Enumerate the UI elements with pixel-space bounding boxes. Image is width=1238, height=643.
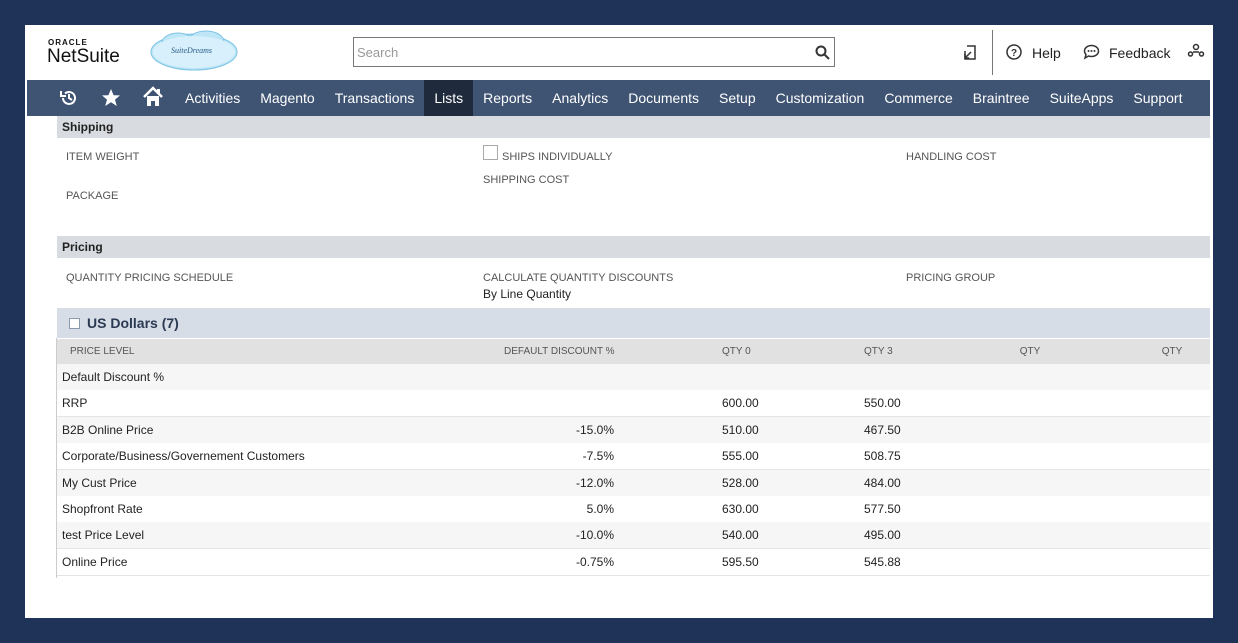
price-level: B2B Online Price <box>62 423 153 437</box>
column-header: QTY <box>980 346 1080 357</box>
discount: -12.0% <box>576 476 614 490</box>
field-label: ITEM WEIGHT <box>66 151 139 163</box>
nav-item[interactable]: SuiteApps <box>1040 80 1124 116</box>
nav-item[interactable]: Lists <box>424 80 473 116</box>
qty-0: 595.50 <box>722 555 759 569</box>
qty-0: 540.00 <box>722 528 759 542</box>
qty-3: 508.75 <box>864 449 901 463</box>
qty-3: 550.00 <box>864 396 901 410</box>
column-header: QTY <box>1122 346 1222 357</box>
table-row: test Price Level -10.0% 540.00 495.00 <box>57 522 1210 549</box>
qty-0: 600.00 <box>722 396 759 410</box>
window: ORACLE NetSuite SuiteDreams Search ? Hel… <box>25 25 1213 618</box>
nav-item[interactable]: Customization <box>766 80 875 116</box>
collapse-toggle[interactable] <box>69 318 80 329</box>
table-row: B2B Online Price -15.0% 510.00 467.50 <box>57 417 1210 444</box>
column-header: DEFAULT DISCOUNT % <box>504 346 615 357</box>
sublist-title: US Dollars (7) <box>87 315 179 331</box>
discount: 5.0% <box>587 502 614 516</box>
field-label: PRICING GROUP <box>906 272 995 284</box>
favorites-icon[interactable] <box>101 88 121 108</box>
price-level: Shopfront Rate <box>62 502 143 516</box>
help-icon[interactable]: ? <box>1006 44 1022 60</box>
recent-records-icon[interactable] <box>962 43 980 63</box>
table-row: Shopfront Rate 5.0% 630.00 577.50 <box>57 496 1210 523</box>
price-level: My Cust Price <box>62 476 137 490</box>
discount: -0.75% <box>576 555 614 569</box>
field-label: CALCULATE QUANTITY DISCOUNTS <box>483 272 673 284</box>
nav-item[interactable]: Support <box>1123 80 1192 116</box>
qty-0: 528.00 <box>722 476 759 490</box>
section-header: Pricing <box>57 236 1210 258</box>
qty-3: 484.00 <box>864 476 901 490</box>
help-link[interactable]: Help <box>1032 45 1061 61</box>
column-header: PRICE LEVEL <box>70 346 134 357</box>
qty-3: 545.88 <box>864 555 901 569</box>
roles-icon[interactable] <box>1187 43 1205 61</box>
nav-items: ActivitiesMagentoTransactionsListsReport… <box>175 80 1192 116</box>
nav-item[interactable]: Activities <box>175 80 250 116</box>
field-label: PACKAGE <box>66 190 118 202</box>
sublist-header: US Dollars (7) <box>57 308 1210 338</box>
nav-item[interactable]: Magento <box>250 80 324 116</box>
field-label: QUANTITY PRICING SCHEDULE <box>66 272 233 284</box>
price-level: RRP <box>62 396 87 410</box>
table-row: My Cust Price -12.0% 528.00 484.00 <box>57 470 1210 497</box>
table-row: Corporate/Business/Governement Customers… <box>57 443 1210 470</box>
qty-3: 577.50 <box>864 502 901 516</box>
section-header: Shipping <box>57 116 1210 138</box>
column-header: QTY 0 <box>722 346 751 357</box>
field-value: By Line Quantity <box>483 287 571 301</box>
badge-text: SuiteDreams <box>171 46 212 55</box>
table-row: RRP 600.00 550.00 <box>57 390 1210 417</box>
price-level: Default Discount % <box>62 370 164 384</box>
nav-item[interactable]: Commerce <box>874 80 962 116</box>
search-icon[interactable] <box>815 45 830 60</box>
feedback-icon[interactable] <box>1083 44 1100 60</box>
nav-item[interactable]: Reports <box>473 80 542 116</box>
feedback-link[interactable]: Feedback <box>1109 45 1170 61</box>
discount: -15.0% <box>576 423 614 437</box>
nav-bar: ActivitiesMagentoTransactionsListsReport… <box>27 80 1210 116</box>
table-row: Default Discount % <box>57 364 1210 391</box>
nav-item[interactable]: Analytics <box>542 80 618 116</box>
divider <box>992 30 993 75</box>
home-icon[interactable] <box>142 86 164 108</box>
qty-0: 630.00 <box>722 502 759 516</box>
nav-item[interactable]: Setup <box>709 80 766 116</box>
field-label: SHIPPING COST <box>483 174 569 186</box>
qty-3: 495.00 <box>864 528 901 542</box>
svg-text:?: ? <box>1011 48 1017 59</box>
nav-item[interactable]: Transactions <box>325 80 425 116</box>
qty-0: 555.00 <box>722 449 759 463</box>
price-level: Online Price <box>62 555 127 569</box>
price-level: Corporate/Business/Governement Customers <box>62 449 305 463</box>
price-level: test Price Level <box>62 528 144 542</box>
discount: -7.5% <box>583 449 614 463</box>
qty-3: 467.50 <box>864 423 901 437</box>
nav-item[interactable]: Documents <box>618 80 709 116</box>
field-label: SHIPS INDIVIDUALLY <box>502 151 612 163</box>
qty-0: 510.00 <box>722 423 759 437</box>
checkbox[interactable] <box>483 145 498 160</box>
search-box[interactable]: Search <box>353 37 835 67</box>
column-header: QTY 3 <box>864 346 893 357</box>
discount: -10.0% <box>576 528 614 542</box>
nav-item[interactable]: Braintree <box>963 80 1040 116</box>
recent-icon[interactable] <box>59 88 79 108</box>
logo-main[interactable]: NetSuite <box>47 46 120 68</box>
search-placeholder: Search <box>357 45 398 60</box>
table-row: Online Price -0.75% 595.50 545.88 <box>57 549 1210 576</box>
field-label: HANDLING COST <box>906 151 996 163</box>
price-table: PRICE LEVEL DEFAULT DISCOUNT % QTY 0 QTY 3 Q… <box>25 338 1213 578</box>
